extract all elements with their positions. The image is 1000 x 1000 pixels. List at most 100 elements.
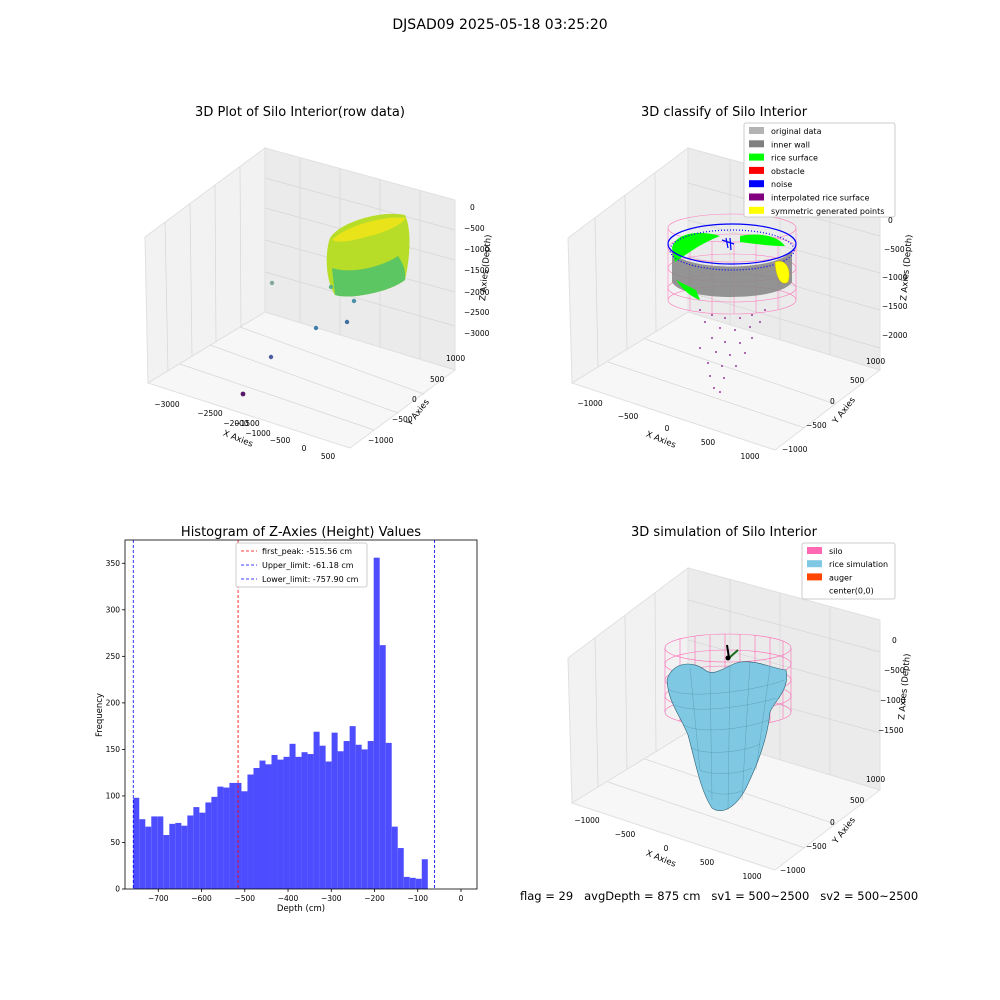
panel-title: 3D classify of Silo Interior xyxy=(641,105,808,120)
legend-label: obstacle xyxy=(771,167,805,176)
y-tick-label: 150 xyxy=(106,745,121,754)
legend: first_peak: -515.56 cm Upper_limit: -61.1… xyxy=(235,542,368,588)
z-tick-label: −2000 xyxy=(882,331,908,340)
x-tick-label: −2000 xyxy=(223,419,249,428)
y-tick-labels: −1000 −500 0 500 1000 xyxy=(368,354,465,445)
auger-arm xyxy=(728,649,739,659)
center-point xyxy=(725,655,731,661)
legend-label: silo xyxy=(829,547,843,556)
histogram-bar xyxy=(277,759,284,889)
rice-simulation-surface xyxy=(666,661,787,811)
panel-simulation-3d: 3D simulation of Silo Interior xyxy=(567,525,913,881)
legend-box xyxy=(801,542,896,600)
histogram-bar xyxy=(319,745,326,889)
y-tick-label: −500 xyxy=(392,415,413,424)
y-tick-label: 50 xyxy=(110,838,120,847)
histogram-bar xyxy=(301,752,308,889)
histogram-bar xyxy=(337,751,344,889)
panel-histogram: Histogram of Z-Axies (Height) Values −70… xyxy=(95,525,478,914)
histogram-bar xyxy=(307,754,314,889)
z-tick-label: −500 xyxy=(884,666,905,675)
legend-label: interpolated rice surface xyxy=(771,194,869,203)
y-tick-label: 0 xyxy=(115,885,120,894)
legend-label: rice simulation xyxy=(829,560,888,569)
histogram-bar xyxy=(211,796,218,889)
y-tick-label: 0 xyxy=(830,818,835,827)
x-tick-label: −300 xyxy=(321,894,342,903)
legend-swatch xyxy=(807,547,822,554)
histogram-bar xyxy=(313,731,320,889)
histogram-bar xyxy=(271,754,278,889)
z-tick-label: −1000 xyxy=(882,273,908,282)
legend-swatch xyxy=(807,560,822,568)
z-tick-label: −2000 xyxy=(464,288,490,297)
y-ticks: 0 50 100 150 200 250 300 350 xyxy=(106,559,125,894)
y-tick-label: 500 xyxy=(850,376,865,385)
y-tick-label: 500 xyxy=(430,375,445,384)
legend-label: original data xyxy=(771,127,822,136)
z-tick-labels: −3000 −2500 −2000 −1500 −1000 −500 0 xyxy=(464,203,490,338)
histogram-bar xyxy=(151,816,158,889)
z-tick-labels: −2000 −1500 −1000 −500 0 xyxy=(882,216,908,340)
histogram-bar xyxy=(349,726,356,889)
histogram-bar xyxy=(331,732,338,889)
y-tick-label: 0 xyxy=(830,397,835,406)
z-tick-label: 0 xyxy=(888,216,893,225)
histogram-bar xyxy=(133,797,140,889)
x-tick-labels: −1000 −500 0 500 1000 xyxy=(574,816,761,881)
histogram-bar xyxy=(265,764,272,889)
histogram-bar xyxy=(343,741,350,889)
histogram-bar xyxy=(229,782,236,889)
legend-label: auger xyxy=(829,573,853,582)
histogram-bar xyxy=(241,791,248,889)
z-tick-label: −2500 xyxy=(464,308,490,317)
histogram-bar xyxy=(421,859,428,889)
legend-swatch xyxy=(749,206,764,214)
x-tick-label: −1000 xyxy=(577,399,603,408)
y-tick-label: −500 xyxy=(806,842,827,851)
z-tick-label: −1500 xyxy=(878,726,904,735)
y-tick-label: 250 xyxy=(106,652,121,661)
y-tick-label: 0 xyxy=(412,395,417,404)
y-tick-labels: −1000 −500 0 500 1000 xyxy=(782,357,885,454)
x-tick-label: −500 xyxy=(270,436,291,445)
x-tick-label: −2500 xyxy=(197,409,223,418)
figure-title: DJSAD09 2025-05-18 03:25:20 xyxy=(392,17,608,33)
z-tick-label: 0 xyxy=(470,203,475,212)
histogram-bar xyxy=(379,645,386,889)
histogram-bar xyxy=(139,819,146,889)
legend-swatch xyxy=(749,140,764,148)
z-tick-label: −3000 xyxy=(464,329,490,338)
x-tick-label: −200 xyxy=(364,894,385,903)
histogram-bar xyxy=(409,877,416,889)
x-tick-label: −100 xyxy=(407,894,428,903)
legend-label: first_peak: -515.56 cm xyxy=(262,547,352,556)
x-ticks: −700 −600 −500 −400 −300 −200 −100 0 xyxy=(148,889,464,903)
histogram-bar xyxy=(193,807,200,889)
panel-title: 3D simulation of Silo Interior xyxy=(631,525,818,540)
noise-points xyxy=(667,223,797,271)
histogram-bar xyxy=(403,876,410,889)
z-tick-label: −1000 xyxy=(880,696,906,705)
y-tick-label: 300 xyxy=(106,605,121,614)
cloud-top-rim xyxy=(332,217,406,242)
histogram-bar xyxy=(355,744,362,889)
surface-mesh xyxy=(669,661,785,811)
legend-label: Lower_limit: -757.90 cm xyxy=(262,575,359,584)
histogram-bar xyxy=(295,756,302,889)
histogram-bar xyxy=(325,761,332,889)
data-point xyxy=(313,325,319,331)
y-tick-label: −500 xyxy=(806,421,827,430)
x-tick-label: −1500 xyxy=(234,419,260,428)
z-tick-label: −1500 xyxy=(882,302,908,311)
legend-swatch xyxy=(807,573,822,581)
histogram-bar xyxy=(163,835,170,889)
data-point xyxy=(351,298,357,304)
legend-label: noise xyxy=(771,180,792,189)
panel-raw-3d: 3D Plot of Silo Interior(row data) xyxy=(144,105,494,461)
legend-box xyxy=(235,542,368,588)
x-tick-label: 0 xyxy=(664,844,669,853)
y-tick-label: 1000 xyxy=(866,775,885,784)
legend-swatch xyxy=(749,180,764,188)
